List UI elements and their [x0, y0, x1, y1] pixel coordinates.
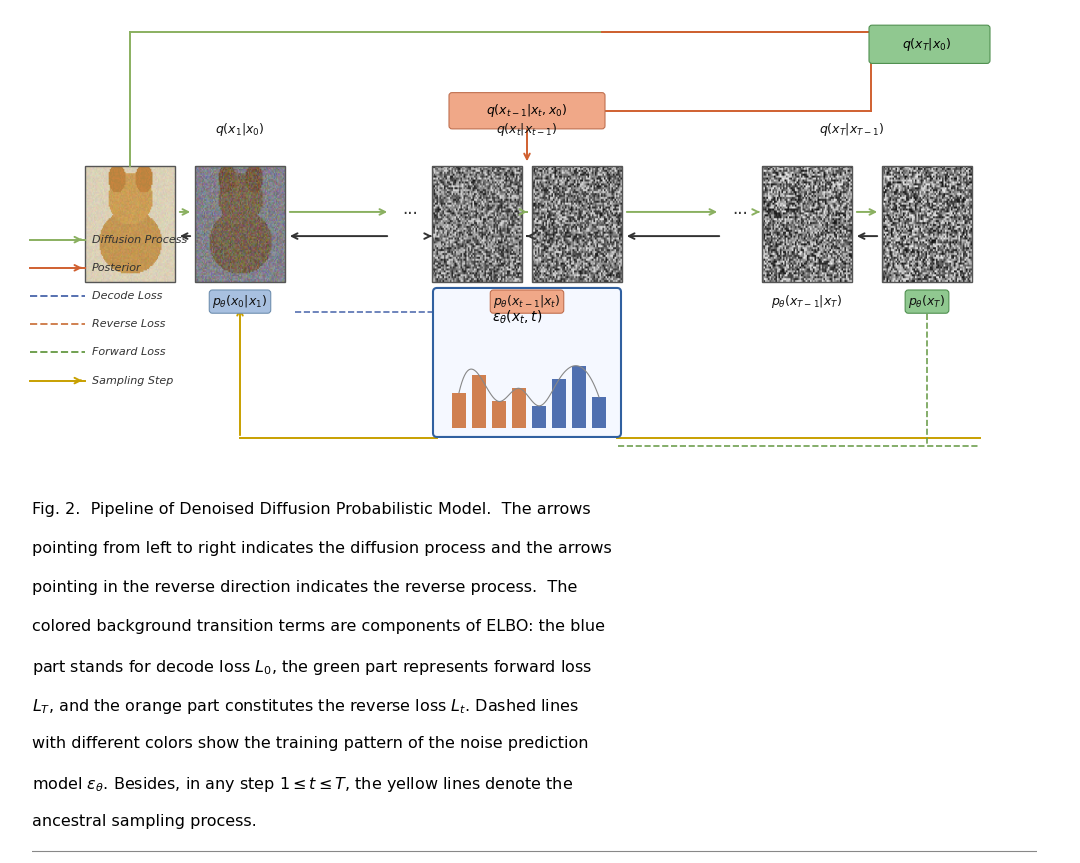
Text: colored background transition terms are components of ELBO: the blue: colored background transition terms are …	[32, 619, 606, 633]
Text: Reverse Loss: Reverse Loss	[92, 319, 165, 329]
Bar	[195, 167, 285, 282]
Bar	[552, 380, 566, 428]
Bar	[432, 167, 522, 282]
Text: $p_\theta(x_{t-1}|x_t)$: $p_\theta(x_{t-1}|x_t)$	[494, 293, 561, 310]
Bar	[453, 393, 465, 428]
Bar	[492, 401, 507, 428]
Text: part stands for decode loss $L_0$, the green part represents forward loss: part stands for decode loss $L_0$, the g…	[32, 658, 593, 677]
Bar	[762, 167, 852, 282]
Text: $q(x_{t-1}|x_t,x_0)$: $q(x_{t-1}|x_t,x_0)$	[486, 102, 568, 119]
Text: with different colors show the training pattern of the noise prediction: with different colors show the training …	[32, 735, 589, 751]
Text: ...: ...	[402, 200, 418, 218]
Bar	[85, 167, 175, 282]
Bar	[512, 388, 526, 428]
Text: model $\epsilon_\theta$. Besides, in any step $1 \leq t \leq T$, the yellow line: model $\epsilon_\theta$. Besides, in any…	[32, 775, 573, 794]
Text: Decode Loss: Decode Loss	[92, 291, 162, 301]
Text: ancestral sampling process.: ancestral sampling process.	[32, 814, 257, 828]
FancyBboxPatch shape	[433, 288, 621, 437]
Text: pointing from left to right indicates the diffusion process and the arrows: pointing from left to right indicates th…	[32, 541, 612, 556]
FancyBboxPatch shape	[869, 25, 990, 64]
Text: $L_T$, and the orange part constitutes the reverse loss $L_t$. Dashed lines: $L_T$, and the orange part constitutes t…	[32, 696, 579, 715]
Text: $q(x_T|x_0)$: $q(x_T|x_0)$	[903, 35, 951, 53]
Text: $q(x_T|x_{T-1})$: $q(x_T|x_{T-1})$	[820, 121, 885, 138]
Text: $p_\theta(x_{T-1}|x_T)$: $p_\theta(x_{T-1}|x_T)$	[771, 293, 842, 310]
Text: Sampling Step: Sampling Step	[92, 375, 174, 386]
FancyBboxPatch shape	[449, 92, 605, 129]
Text: ...: ...	[732, 200, 747, 218]
Text: Forward Loss: Forward Loss	[92, 348, 165, 357]
Text: Diffusion Process: Diffusion Process	[92, 235, 187, 244]
Bar	[592, 397, 606, 428]
Text: pointing in the reverse direction indicates the reverse process.  The: pointing in the reverse direction indica…	[32, 580, 578, 595]
Bar	[532, 167, 622, 282]
Bar	[472, 375, 486, 428]
Text: $q(x_1|x_0)$: $q(x_1|x_0)$	[215, 121, 265, 138]
Bar	[882, 167, 972, 282]
Text: $\epsilon_\theta(x_t,t)$: $\epsilon_\theta(x_t,t)$	[491, 308, 542, 326]
Text: Posterior: Posterior	[92, 263, 141, 273]
Bar	[532, 406, 546, 428]
Text: $q(x_t|x_{t-1})$: $q(x_t|x_{t-1})$	[496, 121, 557, 138]
Text: Fig. 2.  Pipeline of Denoised Diffusion Probabilistic Model.  The arrows: Fig. 2. Pipeline of Denoised Diffusion P…	[32, 502, 591, 517]
Text: $p_\theta(x_0|x_1)$: $p_\theta(x_0|x_1)$	[213, 293, 268, 310]
Text: $p_\theta(x_T)$: $p_\theta(x_T)$	[908, 293, 946, 310]
Bar	[572, 366, 586, 428]
